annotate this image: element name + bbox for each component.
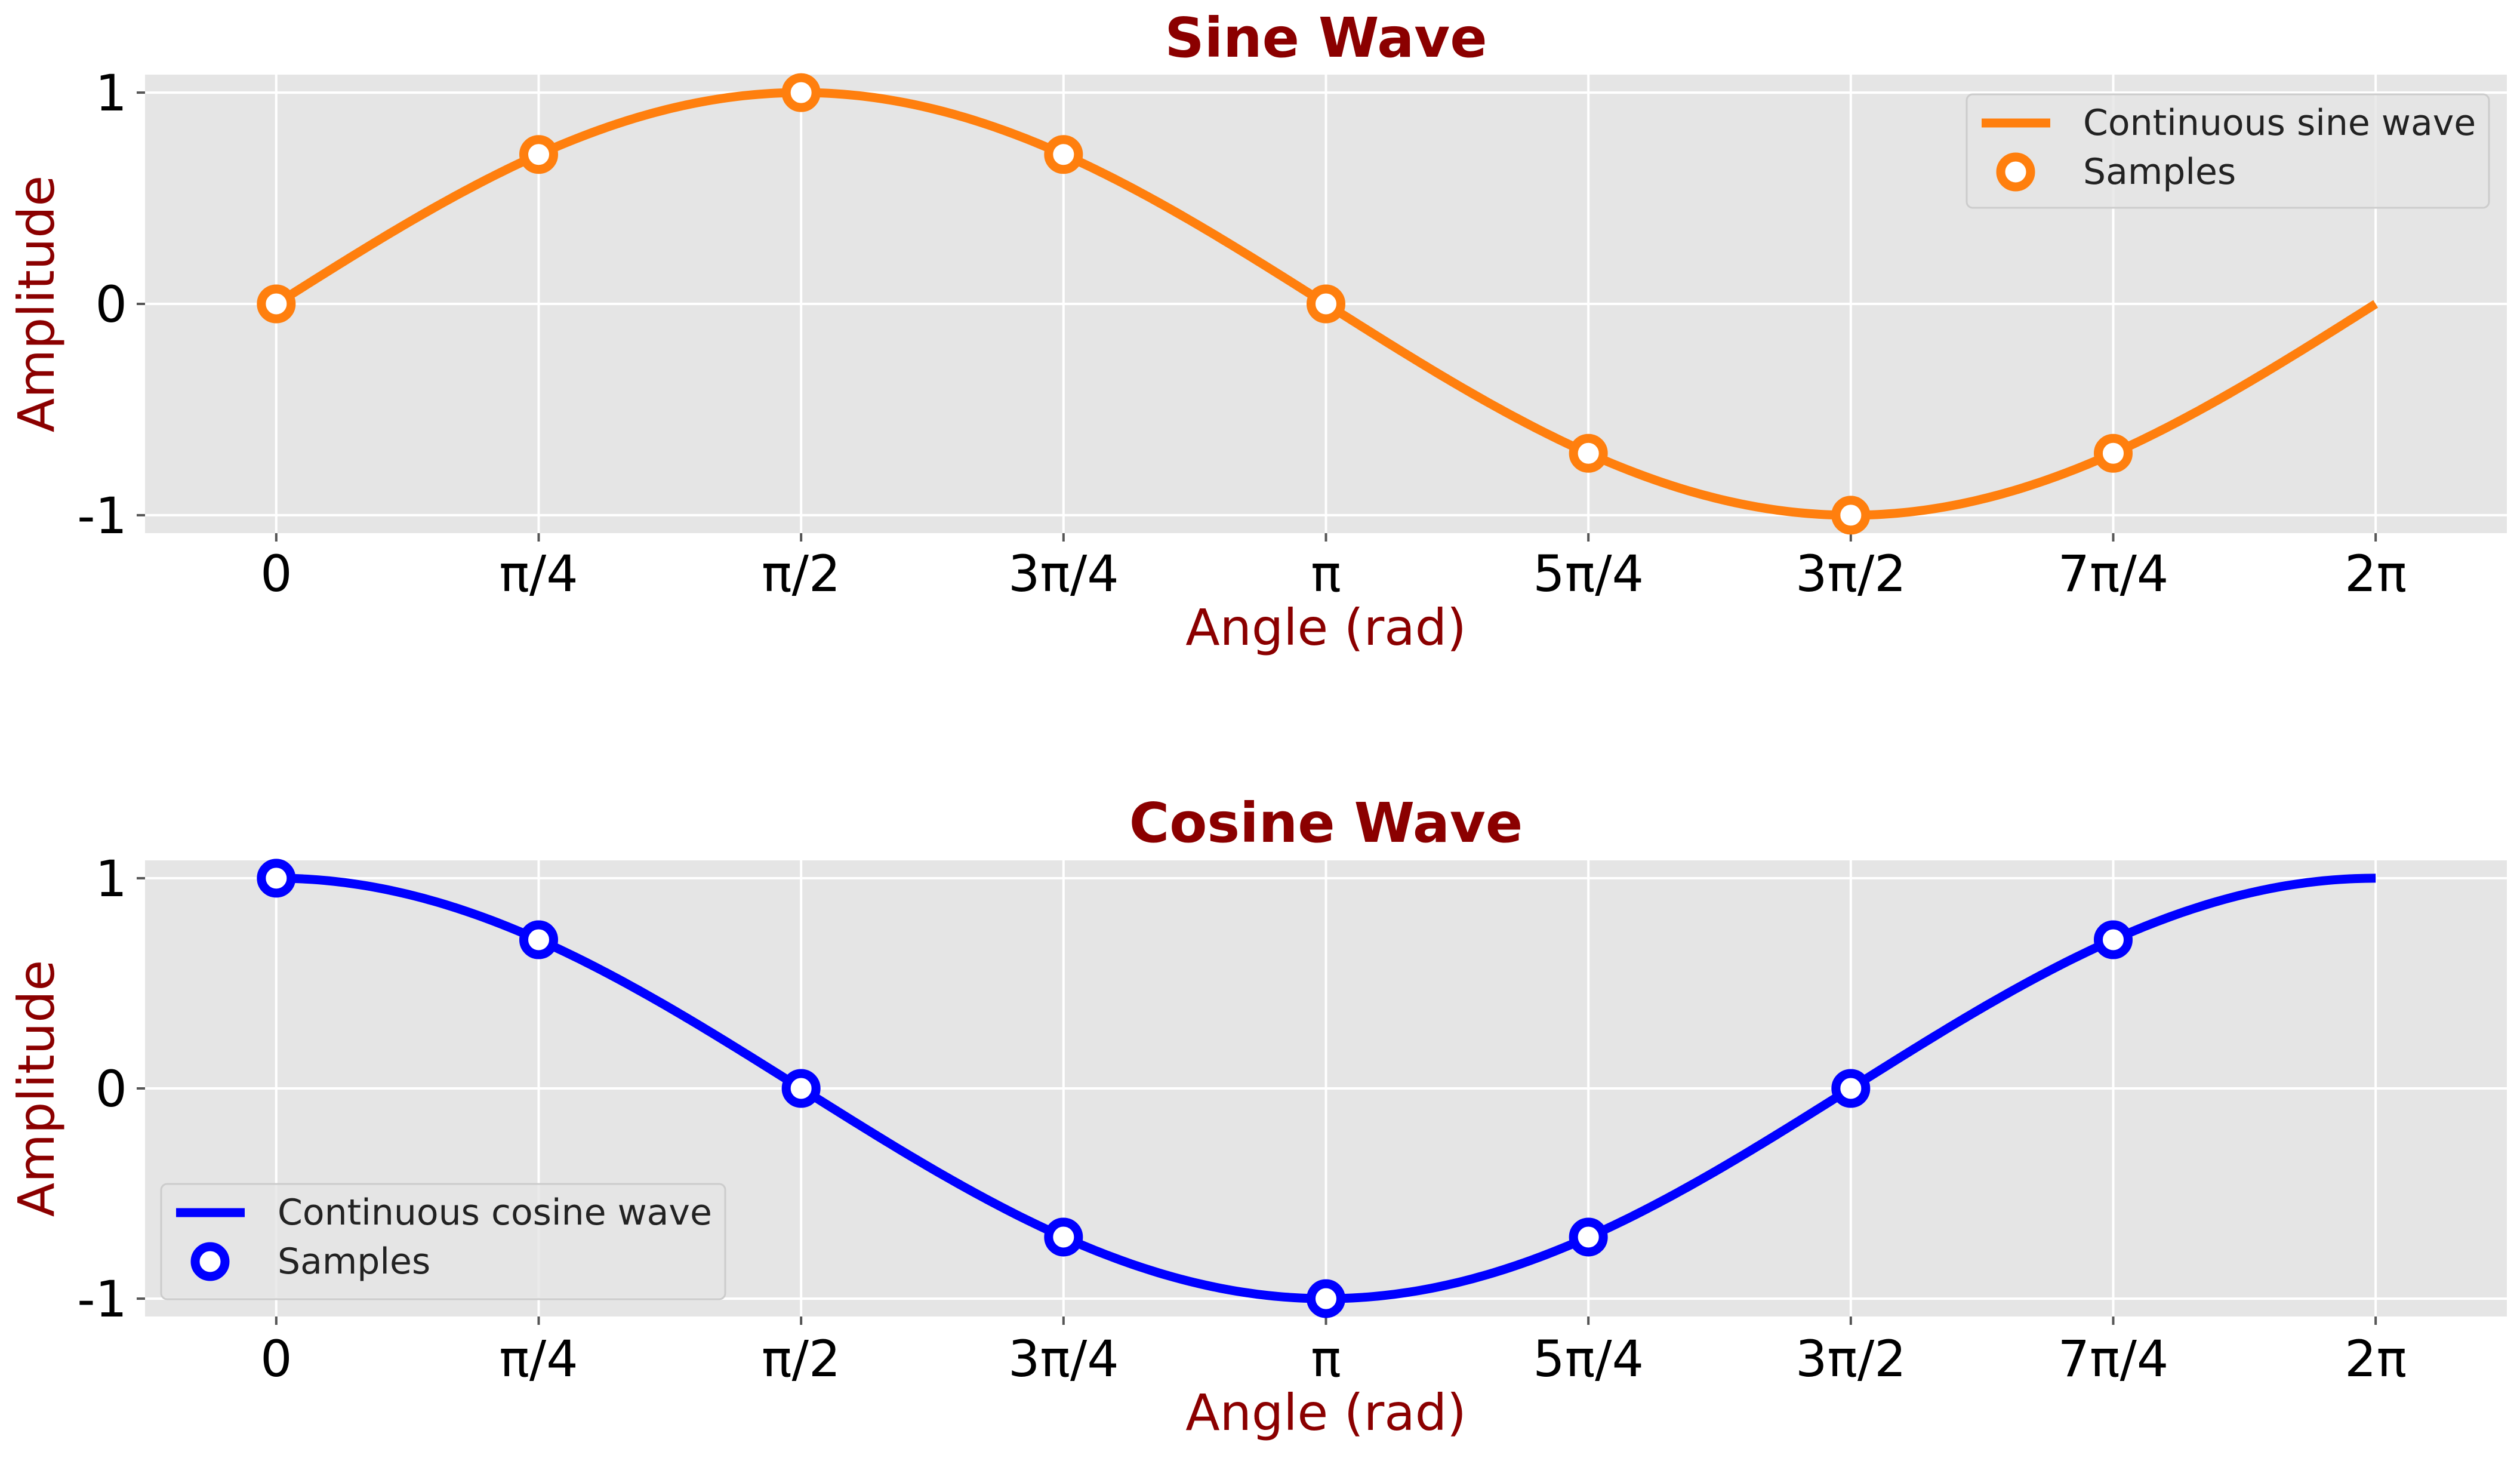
sine-sample-point [2093,433,2133,473]
cosine-sample-point [2093,920,2133,959]
cosine-x-tick-label: 2π [2345,1330,2407,1388]
sine-chart: 0 π/4 π/2 3π/4 π 5π/4 3π/2 7π/4 2π 1 0 -1 Sine Wave A… [7,6,2507,657]
cosine-chart: 0 π/4 π/2 3π/4 π 5π/4 3π/2 7π/4 2π 1 0 -1 Cosine Wav… [7,791,2507,1442]
cosine-y-tick-label: 1 [95,850,127,908]
cosine-sample-point [1044,1217,1083,1257]
cosine-x-tick-label: π [1311,1330,1341,1388]
sine-y-tick-label: 1 [95,64,127,122]
cosine-x-tick-label: 7π/4 [2058,1330,2169,1388]
sine-y-axis-label: Amplitude [7,176,66,432]
cosine-y-tick-label: 0 [95,1060,127,1118]
cosine-sample-point [1306,1279,1345,1318]
cosine-y-tick-label: -1 [77,1270,127,1328]
cosine-x-tick-label: 5π/4 [1533,1330,1644,1388]
cosine-x-tick-label: 3π/4 [1008,1330,1119,1388]
sine-legend-label: Continuous sine wave [2083,102,2476,144]
sine-x-tick-label: π/2 [762,545,840,603]
cosine-x-tick-label: 0 [260,1330,292,1388]
sine-x-tick-label: 3π/4 [1008,545,1119,603]
sine-y-tick-label: 0 [95,275,127,334]
sine-y-tick-label: -1 [77,487,127,545]
sine-sample-point [257,284,296,324]
sine-x-tick-label: 0 [260,545,292,603]
cosine-legend: Continuous cosine wave Samples [160,1183,726,1300]
cosine-x-axis-label: Angle (rad) [1185,1383,1467,1442]
cosine-legend-label: Continuous cosine wave [278,1192,712,1234]
sine-x-tick-label: π [1311,545,1341,603]
sine-x-tick-label: 2π [2345,545,2407,603]
sine-legend-label: Samples [2083,151,2236,193]
sine-x-tick-label: 7π/4 [2058,545,2169,603]
cosine-sample-point [781,1069,821,1108]
sine-sample-point [1044,135,1083,174]
sine-x-tick-label: π/4 [499,545,578,603]
sine-sample-point [1831,496,1871,535]
cosine-sample-point [1569,1217,1608,1257]
sine-title: Sine Wave [1165,6,1487,70]
cosine-sample-point [1831,1069,1871,1108]
sine-legend: Continuous sine wave Samples [1966,93,2490,209]
cosine-legend-box [160,1183,726,1300]
sine-sample-point [1306,284,1345,324]
cosine-x-tick-label: π/2 [762,1330,840,1388]
cosine-x-tick-label: π/4 [499,1330,578,1388]
sine-legend-marker-swatch [1996,152,2035,192]
cosine-title: Cosine Wave [1129,791,1523,855]
cosine-legend-marker-swatch [190,1242,230,1281]
sine-legend-box [1966,93,2490,209]
cosine-x-tick-label: 3π/2 [1795,1330,1906,1388]
sine-sample-point [781,73,821,112]
cosine-sample-point [519,920,558,959]
sine-sample-point [519,135,558,174]
cosine-y-axis-label: Amplitude [7,960,66,1217]
sine-x-axis-label: Angle (rad) [1185,598,1467,657]
sine-x-tick-label: 3π/2 [1795,545,1906,603]
sine-sample-point [1569,433,1608,473]
cosine-legend-label: Samples [278,1241,430,1282]
cosine-sample-point [257,859,296,898]
sine-x-tick-label: 5π/4 [1533,545,1644,603]
